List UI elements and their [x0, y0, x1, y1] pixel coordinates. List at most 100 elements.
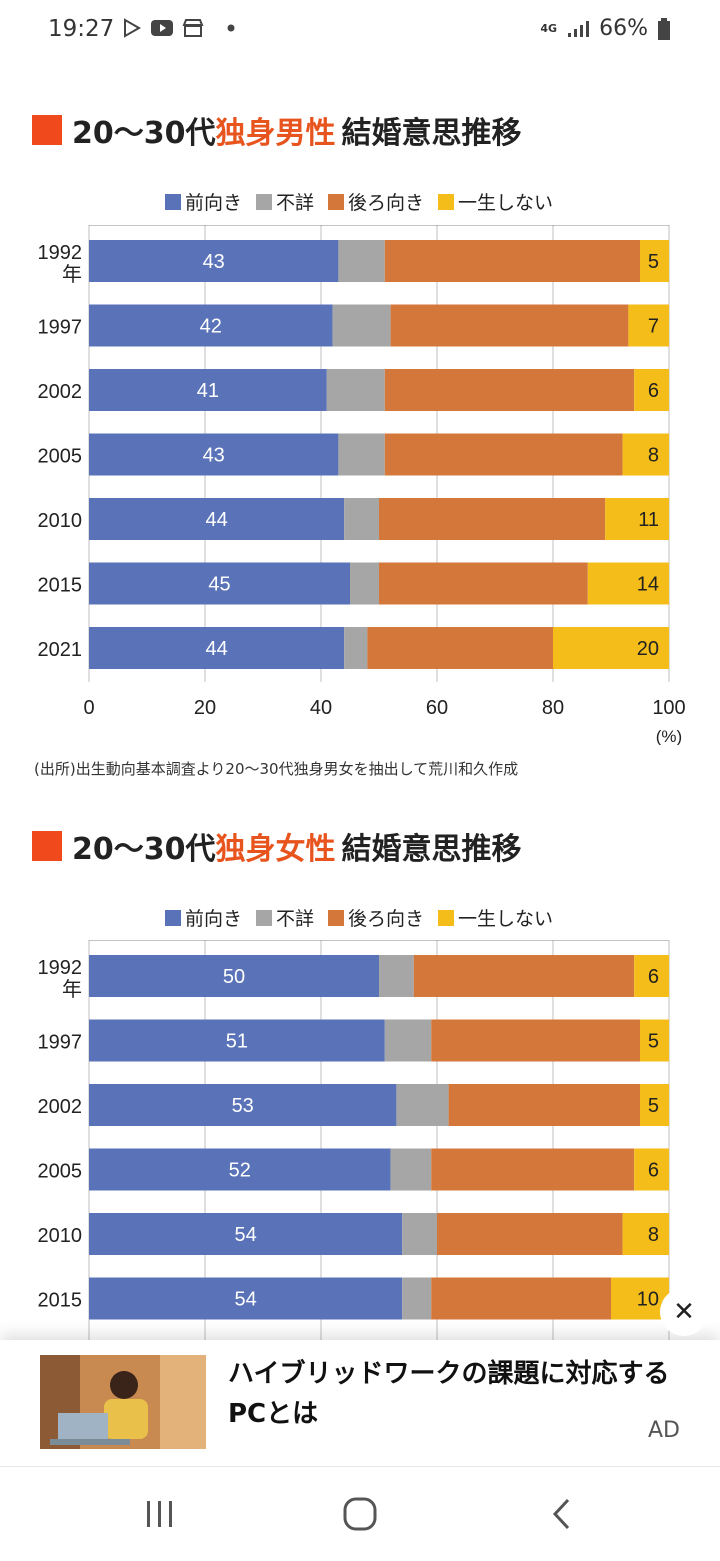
category-label: 年 [62, 978, 82, 1001]
bar-segment [89, 1019, 385, 1062]
bar-segment [89, 1148, 391, 1191]
bar-segment [628, 304, 669, 347]
legend-swatch [328, 193, 345, 210]
bar-segment [390, 304, 629, 347]
back-icon [552, 1498, 570, 1530]
dot-icon [227, 24, 235, 32]
legend-item: 前向き [165, 188, 242, 215]
category-label: 2005 [38, 1161, 83, 1183]
x-tick-label: 80 [542, 697, 564, 719]
bar-segment [384, 240, 640, 282]
home-icon [343, 1497, 377, 1531]
network-type-indicator: 4G [540, 22, 558, 35]
data-label: 5 [648, 1031, 659, 1053]
category-label: 2015 [38, 1290, 83, 1312]
bar-segment [587, 562, 669, 605]
youtube-icon [151, 20, 173, 36]
bar-segment [553, 627, 669, 669]
legend-swatch [328, 909, 345, 926]
chart-2-title: 20〜30代 独身女性 結婚意思推移 [32, 824, 522, 868]
data-label: 8 [648, 1224, 659, 1246]
title-marker [32, 831, 62, 861]
category-label: 1997 [38, 317, 83, 339]
category-label: 2002 [38, 1096, 83, 1118]
data-label: 11 [638, 509, 659, 531]
ad-headline[interactable]: ハイブリッドワークの課題に対応するPCとは [228, 1359, 670, 1429]
x-unit-label: (%) [656, 727, 682, 745]
home-button[interactable] [338, 1497, 382, 1531]
data-label: 7 [648, 316, 659, 338]
bar-segment [402, 1277, 432, 1320]
legend-swatch [256, 909, 273, 926]
category-label: 1997 [38, 1032, 83, 1054]
bar-segment [89, 498, 345, 540]
category-label: 2021 [38, 639, 83, 661]
data-label: 51 [226, 1031, 248, 1053]
data-label: 44 [205, 509, 227, 531]
bar-segment [611, 1277, 669, 1320]
bar-segment [379, 955, 414, 997]
category-label: 2010 [38, 1225, 83, 1247]
x-tick-label: 20 [194, 697, 216, 719]
legend-label: 不詳 [276, 192, 315, 214]
chart-2-title-prefix: 20〜30代 [72, 832, 216, 867]
bar-segment [605, 498, 669, 540]
ad-thumbnail[interactable] [40, 1355, 206, 1449]
data-label: 6 [648, 1160, 659, 1182]
bar-segment [338, 240, 385, 282]
x-tick-label: 60 [426, 697, 448, 719]
ad-close-button[interactable]: ✕ [660, 1288, 708, 1336]
data-label: 5 [648, 1095, 659, 1117]
bar-segment [338, 433, 385, 476]
x-tick-label: 40 [310, 697, 332, 719]
x-tick-label: 0 [83, 697, 94, 719]
bar-segment [379, 562, 588, 605]
chart-2-legend: 前向き 不詳 後ろ向き 一生しない [165, 904, 553, 931]
status-bar: 19:27 4G 66% [0, 0, 720, 62]
legend-label: 一生しない [458, 908, 554, 930]
bar-segment [89, 1213, 403, 1255]
bar-segment [89, 240, 339, 282]
data-label: 41 [197, 380, 219, 402]
title-marker [32, 115, 62, 145]
legend-swatch [438, 193, 455, 210]
data-label: 52 [229, 1160, 251, 1182]
data-label: 50 [223, 966, 245, 988]
x-tick-label: 100 [652, 697, 685, 719]
data-label: 54 [234, 1224, 256, 1246]
bar-segment [640, 1019, 669, 1062]
bar-segment [402, 1213, 437, 1255]
bar-segment [396, 1084, 449, 1126]
status-time: 19:27 [48, 16, 115, 42]
bar-segment [431, 1148, 635, 1191]
category-label: 1992 [38, 957, 83, 979]
bar-segment [89, 1084, 397, 1126]
ad-banner[interactable]: ハイブリッドワークの課題に対応するPCとは AD [0, 1340, 720, 1466]
back-button[interactable] [540, 1497, 584, 1531]
legend-label: 後ろ向き [348, 192, 425, 214]
close-icon: ✕ [673, 1297, 695, 1327]
category-label: 2002 [38, 381, 83, 403]
bar-segment [350, 562, 379, 605]
category-label: 2005 [38, 446, 83, 468]
store-icon [182, 19, 204, 37]
bar-segment [89, 955, 379, 997]
recents-button[interactable] [138, 1497, 182, 1531]
legend-swatch [165, 193, 181, 210]
notification-icons [122, 18, 236, 38]
chart-1-title: 20〜30代 独身男性 結婚意思推移 [32, 108, 522, 152]
bar-segment [437, 1213, 623, 1255]
data-label: 53 [232, 1095, 254, 1117]
data-label: 43 [203, 251, 225, 273]
bar-segment [634, 955, 669, 997]
bar-segment [640, 240, 669, 282]
signal-icon [568, 20, 590, 37]
bar-segment [622, 433, 669, 476]
recents-icon [147, 1501, 172, 1527]
legend-label: 不詳 [276, 908, 315, 930]
plot-area [89, 940, 669, 1340]
bar-segment [344, 627, 368, 669]
bar-segment [89, 433, 339, 476]
